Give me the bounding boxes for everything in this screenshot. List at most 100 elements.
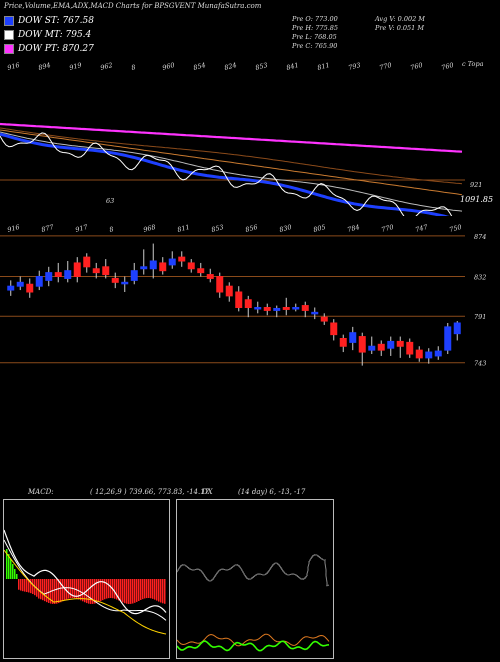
price-levels: 874 832 791 743	[0, 233, 486, 368]
ema-top-label: 919	[68, 61, 82, 72]
macd-bar	[150, 579, 152, 599]
candle-body	[102, 266, 110, 276]
price-level-label: 791	[474, 313, 486, 321]
macd-bar	[52, 579, 54, 604]
candle-body	[301, 305, 309, 311]
macd-chart	[3, 529, 167, 635]
macd-yellow-line	[3, 549, 167, 635]
ema-top-label: 824	[223, 61, 237, 72]
ema-level-label-2: 1091.85	[460, 195, 493, 204]
macd-bar	[68, 579, 70, 599]
candles	[7, 243, 461, 366]
legend-swatch-magenta	[4, 44, 14, 54]
candle-body	[121, 281, 129, 285]
candle-body	[254, 307, 262, 310]
macd-histogram	[6, 549, 166, 604]
stats-prev-values: Pre O: 773.00 Pre H: 775.85 Pre L: 768.0…	[292, 15, 338, 51]
candle-top-label: 853	[210, 223, 224, 234]
macd-line	[3, 529, 167, 615]
macd-bar	[18, 579, 20, 590]
macd-bar	[120, 579, 122, 602]
macd-bar	[70, 579, 72, 599]
macd-bar	[66, 579, 68, 600]
ema-top-label: 854	[192, 61, 206, 72]
legend-item-st: DOW ST: 767.58	[4, 14, 94, 28]
macd-bar	[44, 579, 46, 602]
macd-bar	[96, 579, 98, 603]
adx-panel	[176, 499, 334, 659]
macd-bar	[46, 579, 48, 603]
candle-body	[216, 276, 224, 293]
macd-bar	[88, 579, 90, 604]
candle-body	[444, 326, 452, 351]
macd-bar	[30, 579, 32, 594]
macd-bar	[42, 579, 44, 601]
macd-bar	[132, 579, 134, 604]
candle-body	[45, 272, 53, 281]
candle-body	[330, 322, 338, 336]
candle-body	[159, 262, 167, 272]
macd-bar	[144, 579, 146, 599]
candle-top-label: 784	[346, 223, 360, 234]
macd-bar	[108, 579, 110, 599]
macd-bar	[126, 579, 128, 604]
price-level-label: 832	[474, 274, 486, 282]
ema-top-label: 793	[347, 61, 361, 72]
ema-top-label: 916	[6, 61, 20, 72]
candle-top-label: 747	[414, 223, 429, 234]
macd-bar	[154, 579, 156, 600]
macd-bar	[12, 564, 14, 579]
ema-brown-line-2	[0, 129, 463, 196]
macd-bar	[8, 554, 10, 579]
candle-body	[339, 338, 347, 347]
macd-bar	[164, 579, 166, 604]
macd-bar	[84, 579, 86, 603]
macd-bar	[60, 579, 62, 603]
macd-bar	[82, 579, 84, 602]
candle-body	[206, 274, 214, 279]
macd-panel	[3, 499, 170, 659]
macd-bar	[10, 559, 12, 579]
ema-price-line	[0, 132, 453, 216]
macd-bar	[136, 579, 138, 602]
candle-body	[92, 268, 100, 274]
macd-bar	[118, 579, 120, 601]
candle-body	[292, 307, 300, 310]
macd-bar	[116, 579, 118, 600]
macd-bar	[58, 579, 60, 604]
macd-bar	[54, 579, 56, 604]
legend-item-pt: DOW PT: 870.27	[4, 42, 94, 56]
candle-top-label: 750	[448, 223, 462, 234]
candle-body	[16, 281, 24, 287]
ema-pt-line	[0, 122, 463, 153]
candle-body	[197, 268, 205, 274]
macd-bar	[22, 579, 24, 592]
stat-pre-close: Pre C: 765.90	[292, 42, 338, 50]
candle-body	[7, 285, 15, 291]
macd-bar	[94, 579, 96, 604]
macd-bar	[64, 579, 66, 601]
macd-bar	[16, 574, 18, 579]
macd-bar	[128, 579, 130, 604]
ema-low-number: 63	[106, 197, 114, 205]
ema-panel: 916 894 919 962 8 960 854 824 853 841 811 793 770 760…	[0, 60, 493, 216]
ema-top-label: 962	[99, 61, 113, 72]
ema-top-labels: 916 894 919 962 8 960 854 824 853 841 811 793 770 760…	[6, 61, 454, 72]
macd-bar	[130, 579, 132, 604]
candle-body	[244, 299, 252, 308]
ema-mt-line	[0, 131, 463, 212]
ema-top-label: 8	[130, 63, 136, 72]
ema-top-label: 894	[37, 61, 51, 72]
macd-bar	[78, 579, 80, 600]
candle-top-label: 770	[380, 223, 394, 234]
candle-body	[26, 283, 34, 293]
candle-top-label: 916	[6, 223, 20, 234]
legend-swatch-white	[4, 30, 14, 40]
macd-bar	[140, 579, 142, 600]
ema-lines	[0, 122, 463, 216]
macd-bar	[146, 579, 148, 599]
macd-bar	[98, 579, 100, 603]
macd-bar	[56, 579, 58, 604]
legend-label-st: DOW ST: 767.58	[18, 16, 94, 26]
macd-bar	[124, 579, 126, 604]
